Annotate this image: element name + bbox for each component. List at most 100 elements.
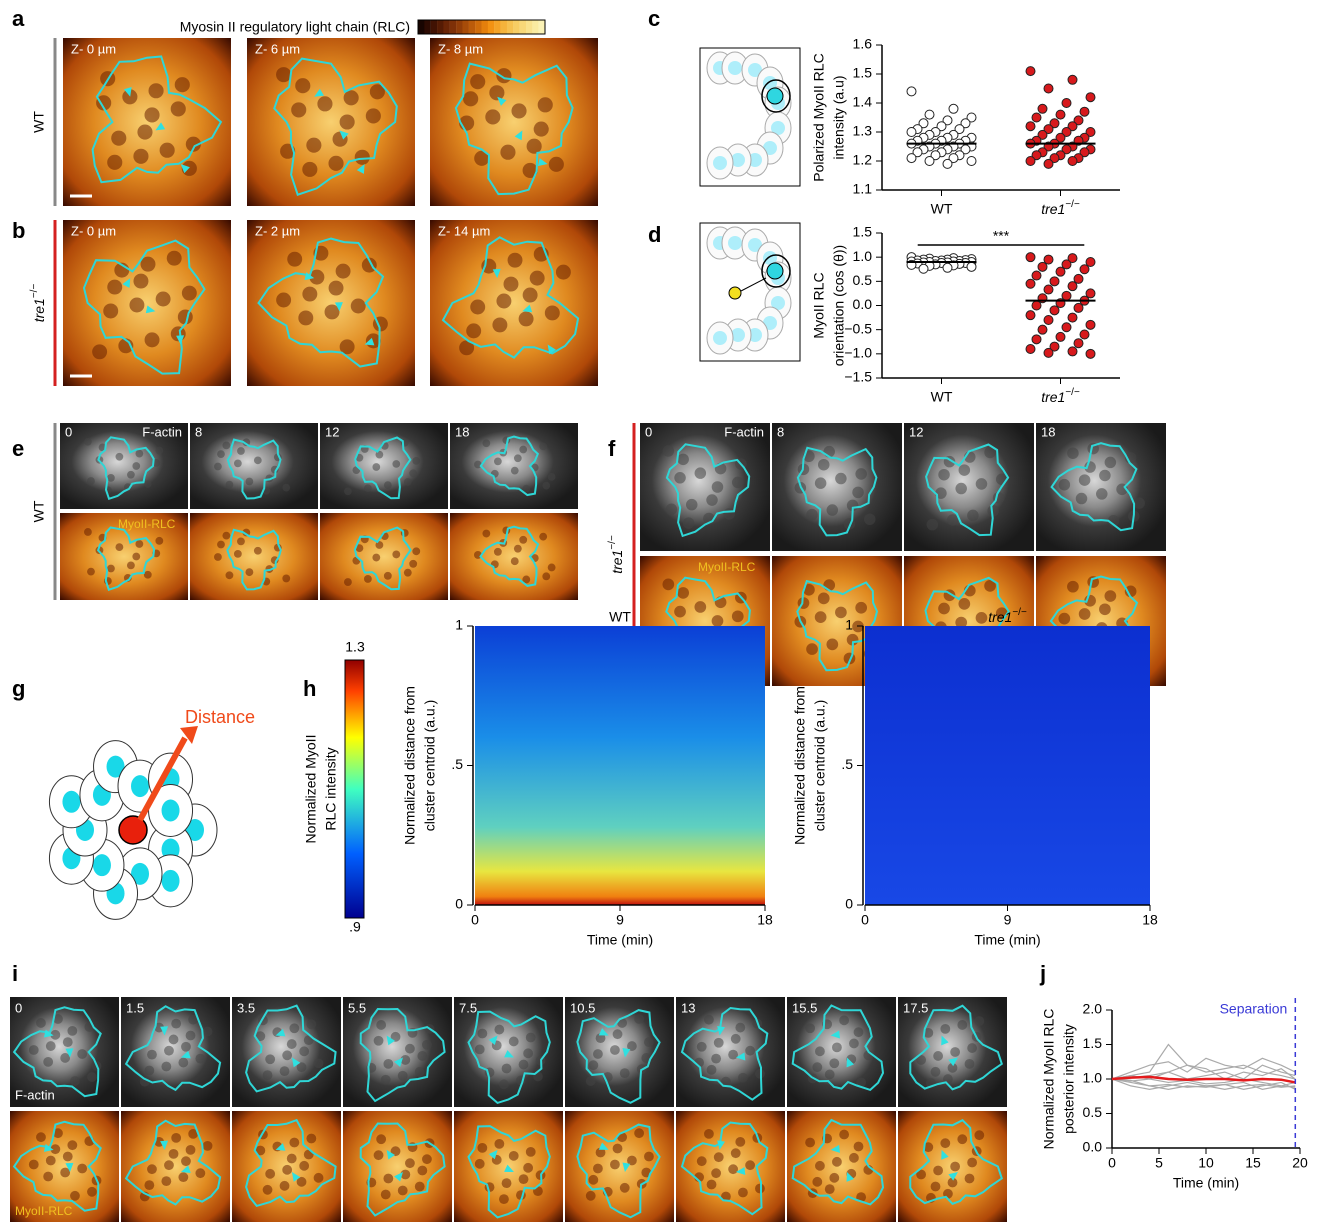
nucleus-shadow [514, 454, 522, 462]
y-tick-label: 0.0 [1083, 1139, 1103, 1155]
nucleus-shadow [475, 1044, 485, 1054]
nucleus-shadow [812, 1177, 822, 1187]
nucleus-shadow [950, 1047, 960, 1057]
nucleus-shadow [974, 1016, 984, 1026]
micrograph [904, 423, 1034, 551]
nucleus-shadow [107, 474, 115, 482]
data-point [925, 110, 934, 119]
data-point [1044, 316, 1053, 325]
channel-label: F-actin [142, 424, 182, 439]
data-point [1050, 306, 1059, 315]
data-point [943, 263, 952, 272]
image-label: Z- 14 µm [438, 223, 490, 238]
colorbar-swatch [437, 20, 444, 34]
y-axis-label: Normalized distance from [792, 686, 808, 845]
nucleus-shadow [588, 1060, 598, 1070]
nucleus-shadow [496, 294, 511, 309]
nucleus-shadow [381, 1190, 391, 1200]
nucleus-shadow [351, 299, 366, 314]
nucleus-shadow [755, 1184, 765, 1194]
nucleus-shadow [634, 1014, 644, 1024]
nucleus-shadow [171, 1133, 181, 1143]
nucleus-shadow [526, 1033, 536, 1043]
nucleus-shadow [344, 487, 352, 495]
nucleus-shadow [704, 1129, 714, 1139]
nucleus-shadow [738, 1073, 748, 1083]
y-tick-label: 0 [455, 896, 463, 912]
colorbar-title: Myosin II regulatory light chain (RLC) [180, 19, 410, 35]
schematic-leader [767, 263, 783, 279]
data-point [1032, 335, 1041, 344]
nucleus-shadow [203, 1141, 213, 1151]
nucleus-shadow [706, 494, 718, 506]
time-label: 18 [455, 424, 469, 439]
nucleus-shadow [957, 1020, 967, 1030]
nucleus-shadow [314, 1058, 324, 1068]
x-axis-label: Time (min) [587, 932, 653, 948]
nucleus-shadow [931, 1067, 941, 1077]
y-tick-label: 1.3 [853, 123, 873, 139]
nucleus-shadow [127, 471, 135, 479]
y-tick-label: −1.5 [844, 369, 872, 385]
nucleus-shadow [958, 598, 970, 610]
nucleus-shadow [519, 446, 527, 454]
x-tick-label: WT [931, 389, 953, 405]
data-point [1026, 345, 1035, 354]
nucleus-shadow [263, 1185, 273, 1195]
nucleus-shadow [245, 568, 253, 576]
nucleus-shadow [392, 550, 400, 558]
nucleus-shadow [161, 1176, 171, 1186]
data-point [1056, 332, 1065, 341]
nucleus-shadow [805, 1138, 815, 1148]
colorbar-swatch [431, 20, 438, 34]
colorbar-tick-label: .9 [349, 919, 361, 935]
x-tick-label: 18 [1142, 912, 1158, 928]
nucleus-shadow [366, 108, 381, 123]
nucleus-shadow [364, 575, 372, 583]
nucleus-shadow [815, 611, 827, 623]
nucleus-shadow [178, 1058, 188, 1068]
nucleus-shadow [542, 482, 550, 490]
panel-label: f [608, 436, 616, 461]
nucleus-shadow [127, 561, 135, 569]
data-point [1026, 311, 1035, 320]
data-point [1038, 262, 1047, 271]
nucleus-shadow [182, 286, 197, 301]
nucleus-shadow [855, 468, 867, 480]
nucleus-shadow [731, 1034, 741, 1044]
nucleus-shadow [84, 438, 92, 446]
nucleus-shadow [265, 1169, 275, 1179]
row-label: tre1−/− [607, 535, 625, 574]
nucleus-shadow [695, 467, 707, 479]
row-label: tre1−/− [29, 284, 47, 323]
nucleus-shadow [237, 537, 245, 545]
data-point [1062, 99, 1071, 108]
nucleus-shadow [499, 1079, 509, 1089]
nucleus-shadow [470, 300, 485, 315]
panel-label: e [12, 436, 24, 461]
nucleus-shadow [1079, 474, 1091, 486]
data-point [1086, 349, 1095, 358]
colorbar-swatch [513, 20, 520, 34]
nucleus-shadow [933, 1166, 943, 1176]
x-tick-label: 0 [861, 912, 869, 928]
colorbar-swatch [539, 20, 546, 34]
nucleus-shadow [217, 541, 225, 549]
time-label: 0 [65, 424, 72, 439]
nucleus-shadow [144, 1180, 154, 1190]
micrograph [247, 220, 415, 386]
nucleus-shadow [160, 143, 175, 158]
nucleus-shadow [171, 1019, 181, 1029]
time-label: 8 [777, 424, 784, 439]
centroid [729, 287, 741, 299]
nucleus-shadow [77, 1164, 87, 1174]
channel-label: MyoII-RLC [698, 560, 756, 574]
nucleus-shadow [1105, 590, 1117, 602]
x-axis-label: Time (min) [1173, 1175, 1239, 1191]
nucleus-shadow [171, 101, 186, 116]
nucleus-shadow [511, 467, 519, 475]
data-point [919, 264, 928, 273]
y-tick-label: .5 [451, 756, 463, 772]
data-point [1026, 122, 1035, 131]
nucleus-shadow [663, 445, 675, 457]
